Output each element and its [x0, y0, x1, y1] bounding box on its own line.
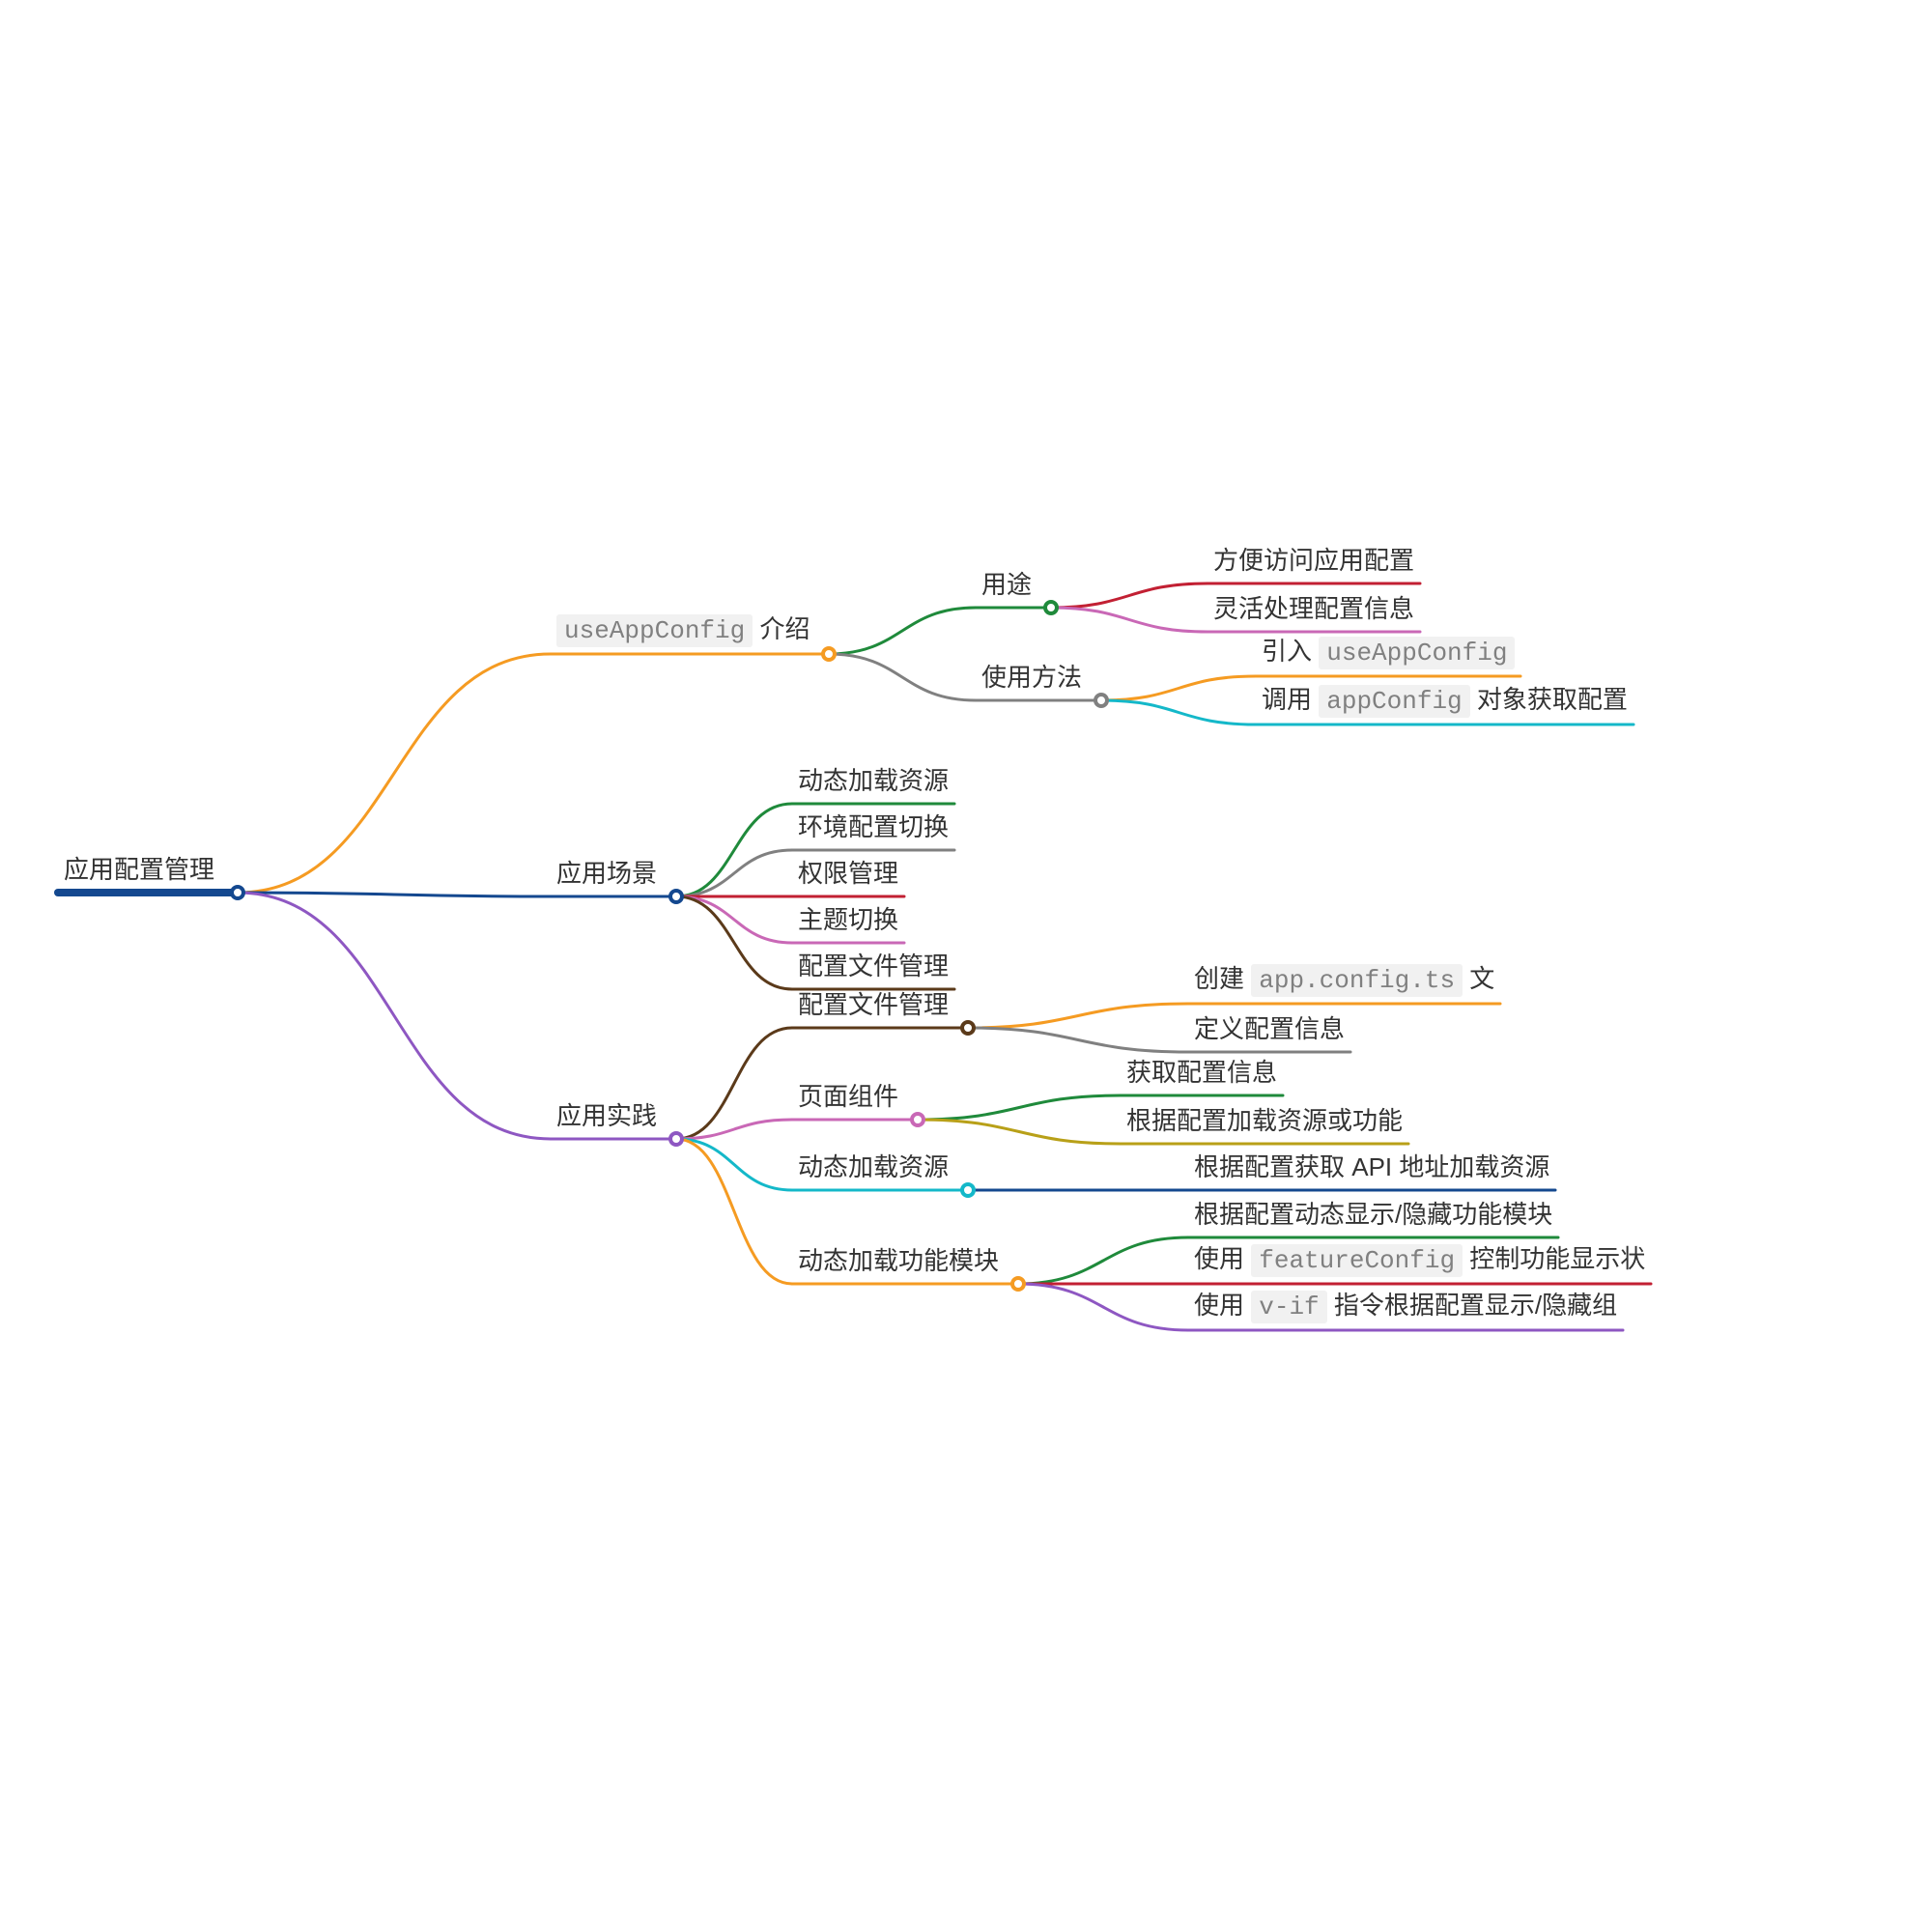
- node-m2: 调用 appConfig 对象获取配置: [1256, 677, 1634, 724]
- node-pc1: 获取配置信息: [1121, 1050, 1283, 1095]
- node-u2: 灵活处理配置信息: [1208, 586, 1420, 632]
- junction-dot: [910, 1112, 925, 1127]
- mindmap-stage: 应用配置管理 useAppConfig 介绍应用场景应用实践 用途 方便访问应用配置灵…: [0, 0, 1932, 1932]
- node-practice: 应用实践: [551, 1094, 663, 1139]
- node-s1: 动态加载资源: [792, 758, 954, 804]
- node-pm2: 使用 featureConfig 控制功能显示状: [1188, 1236, 1651, 1284]
- node-s3: 权限管理: [792, 851, 904, 896]
- node-pcomp: 页面组件: [792, 1074, 904, 1120]
- junction-dot: [960, 1182, 976, 1198]
- junction-dot: [1043, 600, 1059, 615]
- junction-dot: [668, 889, 684, 904]
- node-s4: 主题切换: [792, 897, 904, 943]
- node-method: 使用方法: [976, 655, 1088, 700]
- edges-layer: [0, 0, 1932, 1932]
- junction-dot: [1010, 1276, 1026, 1292]
- node-pm3: 使用 v-if 指令根据配置显示/隐藏组: [1188, 1283, 1623, 1330]
- node-s2: 环境配置切换: [792, 805, 954, 850]
- junction-dot: [1094, 693, 1109, 708]
- node-pc2: 根据配置加载资源或功能: [1121, 1098, 1408, 1144]
- node-intro: useAppConfig 介绍: [551, 607, 815, 654]
- node-pdyn: 动态加载资源: [792, 1145, 954, 1190]
- node-pf1: 创建 app.config.ts 文: [1188, 956, 1500, 1004]
- node-use: 用途: [976, 562, 1037, 608]
- node-pm1: 根据配置动态显示/隐藏功能模块: [1188, 1192, 1558, 1237]
- junction-dot: [960, 1020, 976, 1036]
- node-u1: 方便访问应用配置: [1208, 538, 1420, 583]
- node-m1: 引入 useAppConfig: [1256, 629, 1520, 676]
- junction-dot: [230, 885, 245, 900]
- node-scenes: 应用场景: [551, 851, 663, 896]
- node-pd1: 根据配置获取 API 地址加载资源: [1188, 1145, 1555, 1190]
- junction-dot: [668, 1131, 684, 1147]
- junction-dot: [821, 646, 837, 662]
- node-pf2: 定义配置信息: [1188, 1007, 1350, 1052]
- node-pmod: 动态加载功能模块: [792, 1238, 1005, 1284]
- node-root: 应用配置管理: [58, 847, 220, 893]
- node-pfile: 配置文件管理: [792, 982, 954, 1028]
